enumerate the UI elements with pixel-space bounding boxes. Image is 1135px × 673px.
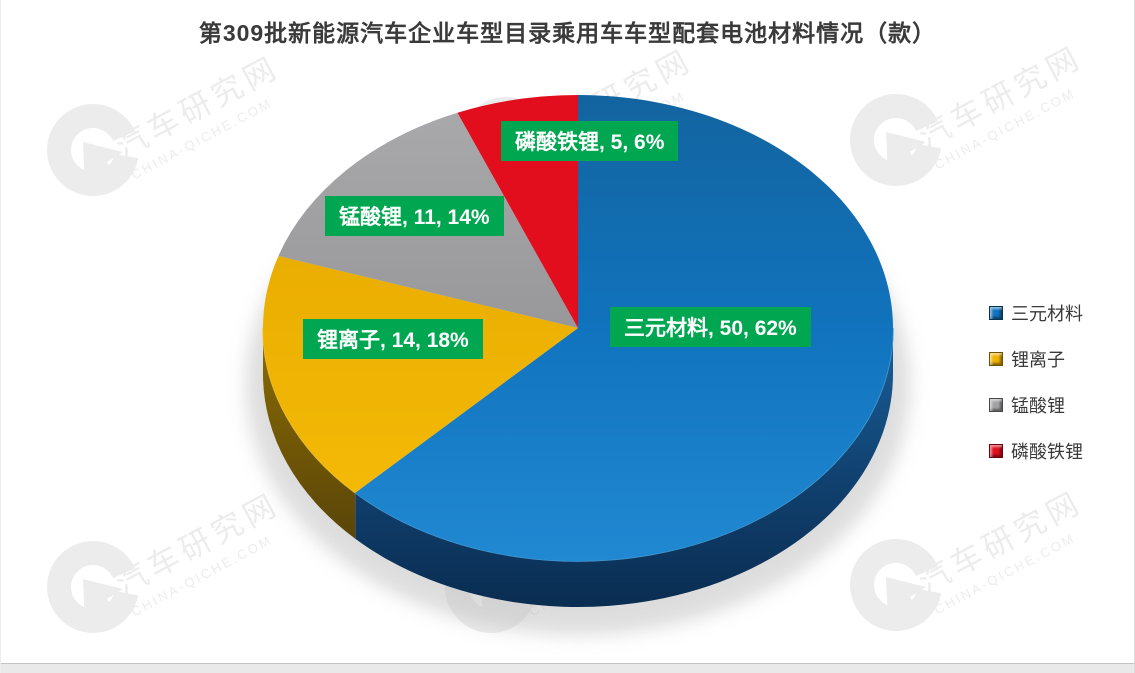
- pie-slice-lithium-ion[interactable]: [263, 256, 578, 493]
- chart-title: 第309批新能源汽车企业车型目录乘用车车型配套电池材料情况（款）: [198, 20, 937, 46]
- legend-label: 磷酸铁锂: [1011, 442, 1083, 462]
- legend-item-lithium-iron-phosphate[interactable]: 磷酸铁锂: [989, 438, 1083, 464]
- bottom-border-bar: [1, 663, 1134, 673]
- legend-label: 锰酸锂: [1011, 396, 1065, 416]
- legend-label: 锂离子: [1011, 350, 1065, 370]
- legend-marker-icon: [989, 398, 1003, 412]
- chart-legend: 三元材料 锂离子 锰酸锂 磷酸铁锂: [989, 300, 1083, 484]
- data-label-lithium-manganate: 锰酸锂, 11, 14%: [325, 196, 504, 236]
- legend-item-lithium-ion[interactable]: 锂离子: [989, 346, 1083, 372]
- pie-side-lithium-ion: [263, 328, 356, 539]
- legend-label: 三元材料: [1011, 304, 1083, 324]
- legend-marker-icon: [989, 306, 1003, 320]
- data-label-ternary-material: 三元材料, 50, 62%: [610, 307, 811, 347]
- pie-side-ternary-material: [355, 328, 894, 608]
- data-label-lithium-ion: 锂离子, 14, 18%: [303, 319, 483, 359]
- data-label-lithium-iron-phosphate: 磷酸铁锂, 5, 6%: [501, 121, 679, 161]
- legend-item-lithium-manganate[interactable]: 锰酸锂: [989, 392, 1083, 418]
- legend-marker-icon: [989, 444, 1003, 458]
- legend-marker-icon: [989, 352, 1003, 366]
- legend-item-ternary-material[interactable]: 三元材料: [989, 300, 1083, 326]
